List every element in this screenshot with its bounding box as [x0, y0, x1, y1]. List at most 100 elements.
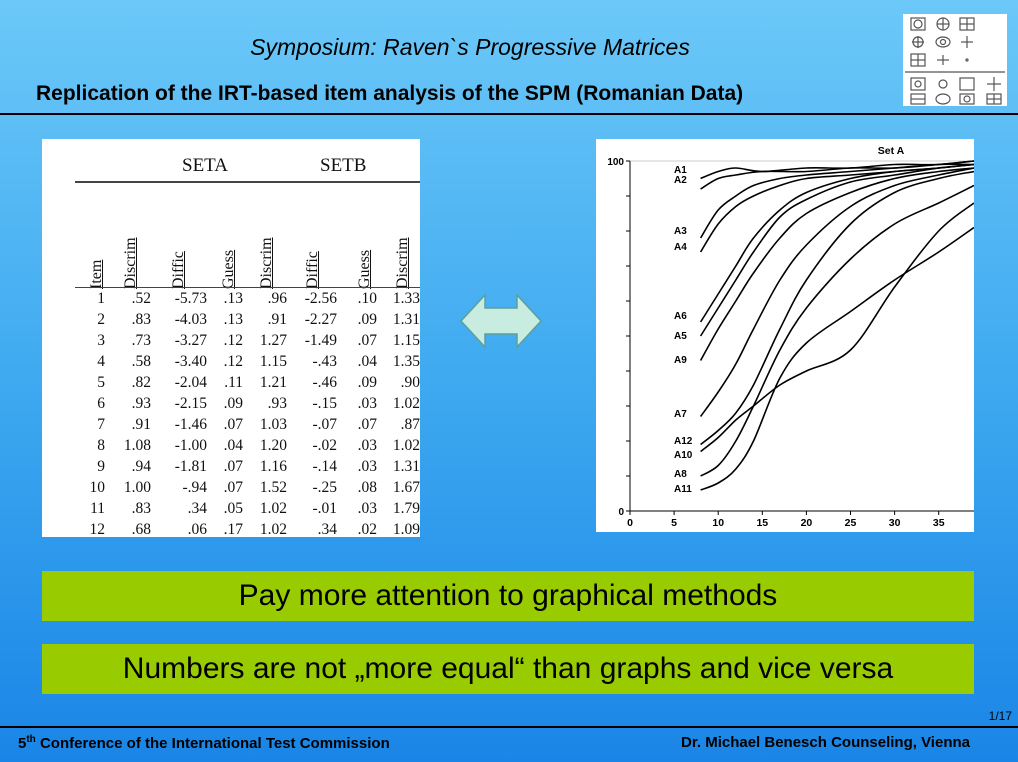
table-cell: .87 — [400, 416, 420, 433]
table-cell: .05 — [223, 500, 243, 517]
table-row: 5 .82 -2.04 .11 1.21 -.46 .09 .90 — [75, 372, 420, 393]
table-cell: 4 — [97, 353, 105, 370]
table-cell: -1.00 — [174, 437, 207, 454]
table-cell: 1.20 — [259, 437, 287, 454]
table-cell: .03 — [357, 395, 377, 412]
table-row: 1 .52 -5.73 .13 .96 -2.56 .10 1.33 — [75, 288, 420, 309]
curve-a8 — [700, 184, 975, 477]
set-a-label: SETA — [182, 155, 228, 176]
x-tick-label: 25 — [845, 517, 857, 529]
table-cell: 1.03 — [259, 416, 287, 433]
curve-a11 — [700, 226, 975, 491]
table-header-rule — [75, 287, 420, 288]
series-label-a5: A5 — [674, 331, 687, 342]
curve-a12 — [700, 170, 975, 446]
table-cell: 6 — [97, 395, 105, 412]
table-cell: 1.33 — [392, 290, 420, 307]
table-cell: -1.46 — [174, 416, 207, 433]
table-cell: .13 — [223, 290, 243, 307]
table-cell: 1.02 — [259, 521, 287, 537]
table-cell: .09 — [357, 374, 377, 391]
y-tick-label: 0 — [618, 507, 624, 518]
table-cell: -.02 — [312, 437, 337, 454]
table-row: 2 .83 -4.03 .13 .91 -2.27 .09 1.31 — [75, 309, 420, 330]
table-cell: .09 — [223, 395, 243, 412]
curve-a10 — [700, 202, 975, 453]
set-b-label: SETB — [320, 155, 367, 176]
table-cell: .09 — [357, 311, 377, 328]
table-cell: .11 — [224, 374, 243, 391]
table-cell: .03 — [357, 458, 377, 475]
table-cell: .07 — [223, 416, 243, 433]
table-cell: .93 — [267, 395, 287, 412]
table-cell: .08 — [357, 479, 377, 496]
table-cell: .83 — [131, 311, 151, 328]
table-cell: 1.15 — [259, 353, 287, 370]
table-cell: -2.27 — [304, 311, 337, 328]
banner-numbers-graphs: Numbers are not „more equal“ than graphs… — [42, 644, 974, 694]
x-tick-label: 5 — [671, 517, 677, 529]
series-label-a4: A4 — [674, 242, 687, 253]
table-cell: 2 — [97, 311, 105, 328]
table-cell: 5 — [97, 374, 105, 391]
table-cell: -3.40 — [174, 353, 207, 370]
table-cell: -2.56 — [304, 290, 337, 307]
table-cell: .12 — [223, 332, 243, 349]
table-row: 6 .93 -2.15 .09 .93 -.15 .03 1.02 — [75, 393, 420, 414]
table-cell: .10 — [357, 290, 377, 307]
table-cell: 1.15 — [392, 332, 420, 349]
table-cell: 1.52 — [259, 479, 287, 496]
table-cell: 1.27 — [259, 332, 287, 349]
x-tick-label: 20 — [801, 517, 813, 529]
table-cell: 9 — [97, 458, 105, 475]
table-cell: .94 — [131, 458, 151, 475]
series-label-a9: A9 — [674, 355, 687, 366]
footer-author: Dr. Michael Benesch Counseling, Vienna — [681, 734, 970, 751]
x-tick-label: 30 — [889, 517, 901, 529]
table-cell: 1.02 — [392, 395, 420, 412]
curve-a3 — [699, 163, 975, 239]
table-cell: -2.04 — [174, 374, 207, 391]
series-label-a3: A3 — [674, 226, 687, 237]
table-cell: 11 — [90, 500, 105, 517]
table-cell: -.43 — [312, 353, 337, 370]
col-header-guess-a: Guess — [220, 249, 237, 289]
table-row: 7 .91 -1.46 .07 1.03 -.07 .07 .87 — [75, 414, 420, 435]
table-cell: -2.15 — [174, 395, 207, 412]
table-cell: -1.81 — [174, 458, 207, 475]
col-header-guess-b: Guess — [356, 249, 373, 289]
table-cell: -.07 — [312, 416, 337, 433]
x-tick-label: 0 — [627, 517, 633, 529]
table-row: 10 1.00 -.94 .07 1.52 -.25 .08 1.67 — [75, 477, 421, 498]
table-cell: .07 — [223, 458, 243, 475]
series-label-a2: A2 — [674, 175, 687, 186]
table-cell: .03 — [357, 437, 377, 454]
table-cell: .73 — [131, 332, 151, 349]
table-cell: -.14 — [312, 458, 337, 475]
items-table: 1.52 -5.73.13.96 -2.56.10 1.33 2.83 -4.03.13.… — [75, 288, 421, 537]
table-cell: 1.21 — [259, 374, 287, 391]
table-cell: -.01 — [312, 500, 337, 517]
table-row: 8 1.08 -1.00 .04 1.20 -.02 .03 1.02 — [75, 435, 420, 456]
series-label-a12: A12 — [674, 436, 693, 447]
table-cell: .68 — [131, 521, 151, 537]
slide-title: Replication of the IRT-based item analys… — [36, 82, 744, 105]
table-cell: .03 — [357, 500, 377, 517]
footer-conference: 5th Conference of the International Test… — [18, 734, 390, 752]
table-cell: 1.79 — [392, 500, 420, 517]
col-header-discrim-b: Discrim — [258, 237, 275, 289]
table-cell: .90 — [400, 374, 420, 391]
series-label-a6: A6 — [674, 311, 687, 322]
table-cell: .58 — [131, 353, 151, 370]
series-label-a8: A8 — [674, 469, 687, 480]
table-cell: 12 — [89, 521, 106, 537]
table-row: 3 .73 -3.27 .12 1.27 -1.49 .07 1.15 — [75, 330, 420, 351]
table-cell: 8 — [97, 437, 105, 454]
table-cell: .07 — [357, 416, 377, 433]
series-label-a10: A10 — [674, 450, 693, 461]
curve-a7 — [699, 167, 975, 417]
table-cell: .34 — [317, 521, 337, 537]
table-cell: 1.02 — [392, 437, 420, 454]
table-row: 11 .83 .34 .05 1.02 -.01 .03 1.79 — [75, 498, 420, 519]
